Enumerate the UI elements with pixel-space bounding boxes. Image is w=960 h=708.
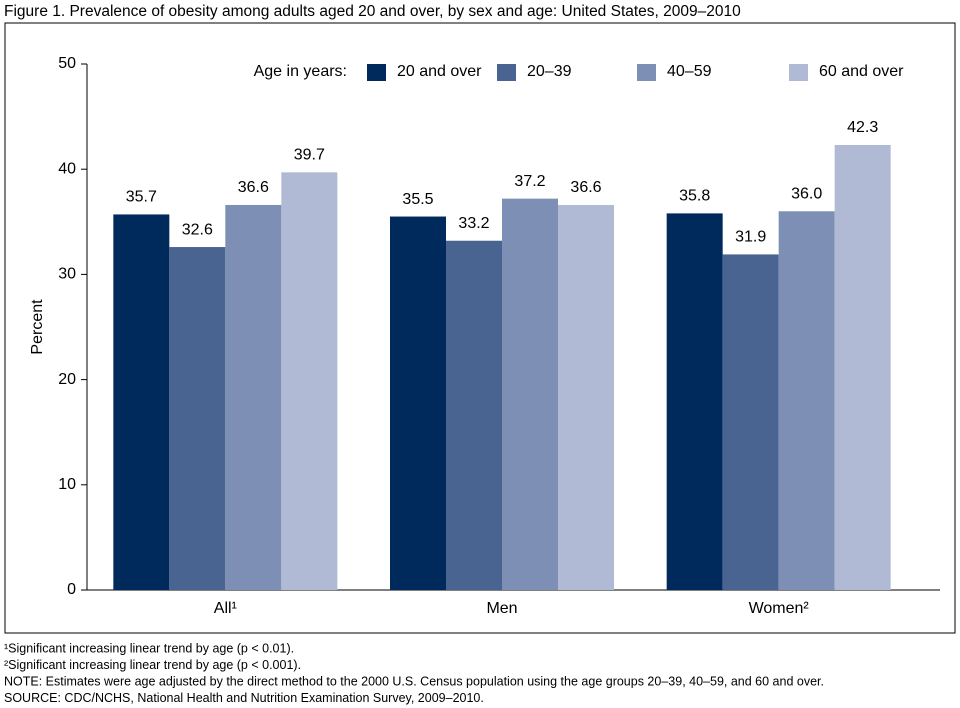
legend-swatch	[497, 64, 516, 81]
legend-label: 20 and over	[397, 63, 482, 80]
y-tick-label: 40	[58, 160, 76, 177]
footnote: NOTE: Estimates were age adjusted by the…	[4, 674, 824, 688]
bar	[446, 240, 502, 590]
value-label: 39.7	[294, 147, 325, 164]
value-label: 37.2	[514, 173, 545, 190]
legend-swatch	[637, 64, 656, 81]
bar	[722, 254, 779, 591]
bar	[113, 214, 170, 590]
chart-frame	[4, 22, 956, 634]
y-tick-label: 30	[58, 266, 76, 283]
value-label: 35.7	[126, 189, 157, 206]
legend-label: 60 and over	[819, 63, 904, 80]
legend-label: 20–39	[527, 63, 572, 80]
bar	[281, 172, 338, 590]
chart-title: Figure 1. Prevalence of obesity among ad…	[4, 3, 741, 20]
y-axis-label: Percent	[29, 299, 46, 355]
footnote: ²Significant increasing linear trend by …	[4, 658, 301, 672]
value-label: 42.3	[847, 119, 878, 136]
legend-swatch	[367, 64, 386, 81]
y-tick-label: 0	[67, 581, 76, 598]
value-label: 36.6	[570, 179, 601, 196]
bar	[169, 247, 226, 590]
x-tick-label: Men	[486, 600, 517, 617]
legend-swatch	[789, 64, 808, 81]
bar	[225, 204, 282, 590]
value-label: 36.6	[238, 179, 269, 196]
value-label: 33.2	[458, 215, 489, 232]
y-tick-label: 50	[58, 55, 76, 72]
value-label: 36.0	[791, 185, 822, 202]
y-tick-label: 10	[58, 476, 76, 493]
bar	[778, 211, 835, 590]
legend-title: Age in years:	[254, 63, 347, 80]
bar	[502, 198, 558, 590]
bar	[558, 204, 614, 590]
y-tick-label: 20	[58, 371, 76, 388]
x-tick-label: All¹	[214, 600, 237, 617]
bar	[390, 216, 446, 591]
footnote: SOURCE: CDC/NCHS, National Health and Nu…	[4, 691, 484, 705]
value-label: 31.9	[735, 229, 766, 246]
value-label: 35.8	[679, 188, 710, 205]
bar	[666, 213, 723, 590]
value-label: 35.5	[402, 191, 433, 208]
value-label: 32.6	[182, 221, 213, 238]
legend-label: 40–59	[667, 63, 712, 80]
footnote: ¹Significant increasing linear trend by …	[4, 641, 294, 655]
x-tick-label: Women²	[749, 600, 810, 617]
bar	[834, 145, 891, 590]
